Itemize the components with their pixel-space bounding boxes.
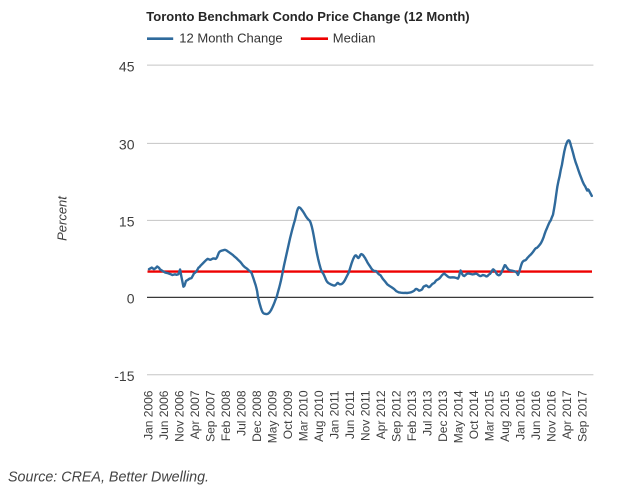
svg-text:Sep 2017: Sep 2017 — [575, 390, 589, 442]
svg-text:May 2009: May 2009 — [265, 390, 279, 443]
svg-text:Jan 2006: Jan 2006 — [141, 390, 155, 440]
svg-text:Apr 2007: Apr 2007 — [188, 390, 202, 439]
svg-text:Sep 2012: Sep 2012 — [389, 390, 403, 442]
svg-text:12 Month Change: 12 Month Change — [179, 31, 282, 46]
svg-text:Jul 2008: Jul 2008 — [234, 390, 248, 436]
svg-text:0: 0 — [127, 291, 135, 307]
svg-text:-15: -15 — [114, 368, 134, 384]
svg-text:Dec 2008: Dec 2008 — [250, 390, 264, 442]
svg-text:15: 15 — [119, 214, 135, 230]
svg-text:Dec 2013: Dec 2013 — [436, 390, 450, 442]
svg-text:Percent: Percent — [54, 195, 69, 241]
svg-text:Jun 2006: Jun 2006 — [157, 390, 171, 440]
svg-text:Feb 2008: Feb 2008 — [219, 390, 233, 441]
svg-text:Aug 2010: Aug 2010 — [312, 390, 326, 442]
svg-text:Source: CREA, Better Dwelling.: Source: CREA, Better Dwelling. — [8, 470, 209, 486]
svg-text:Jun 2016: Jun 2016 — [529, 390, 543, 440]
svg-text:Mar 2015: Mar 2015 — [482, 390, 496, 441]
svg-text:Jul 2013: Jul 2013 — [420, 390, 434, 436]
svg-text:30: 30 — [119, 137, 135, 153]
svg-text:45: 45 — [119, 58, 135, 74]
svg-text:Jan 2011: Jan 2011 — [327, 390, 341, 439]
svg-text:Apr 2017: Apr 2017 — [560, 390, 574, 439]
svg-text:Apr 2012: Apr 2012 — [374, 390, 388, 439]
svg-text:Nov 2016: Nov 2016 — [544, 390, 558, 442]
svg-text:Jun 2011: Jun 2011 — [343, 390, 357, 439]
svg-text:May 2014: May 2014 — [451, 390, 465, 443]
svg-text:Jan 2016: Jan 2016 — [513, 390, 527, 440]
svg-text:Mar 2010: Mar 2010 — [296, 390, 310, 441]
svg-text:Median: Median — [333, 31, 376, 46]
svg-text:Feb 2013: Feb 2013 — [405, 390, 419, 441]
svg-text:Oct 2009: Oct 2009 — [281, 390, 295, 439]
svg-text:Sep 2007: Sep 2007 — [203, 390, 217, 442]
svg-text:Oct 2014: Oct 2014 — [467, 390, 481, 439]
svg-text:Toronto Benchmark Condo Price: Toronto Benchmark Condo Price Change (12… — [146, 9, 469, 24]
svg-text:Aug 2015: Aug 2015 — [498, 390, 512, 442]
svg-text:Nov 2006: Nov 2006 — [172, 390, 186, 442]
svg-text:Nov 2011: Nov 2011 — [358, 390, 372, 441]
